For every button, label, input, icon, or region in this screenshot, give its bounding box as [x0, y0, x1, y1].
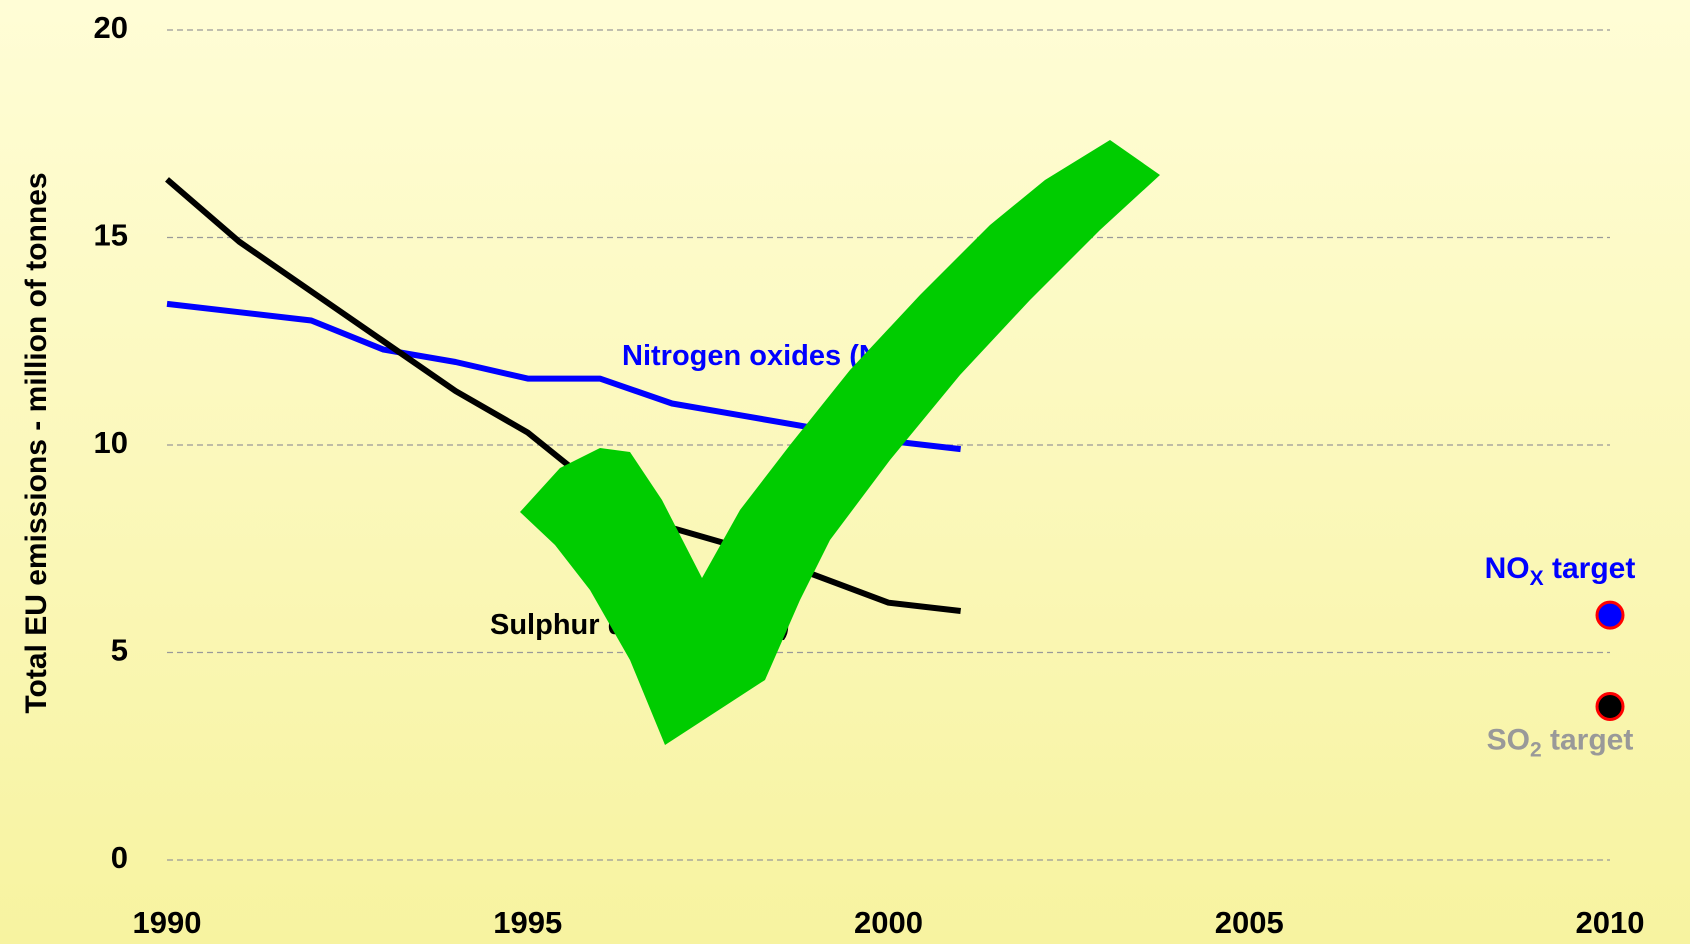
label-part: SO [1487, 723, 1530, 756]
target-label: NOX target [1485, 552, 1636, 590]
label-part: NO [1485, 552, 1530, 585]
checkmark [520, 140, 1160, 745]
x-tick-label: 2005 [1215, 905, 1284, 940]
y-axis-title: Total EU emissions - million of tonnes [20, 172, 53, 713]
subscript: X [1530, 567, 1544, 590]
subscript: 2 [1530, 738, 1542, 761]
y-tick-label: 0 [111, 840, 128, 875]
y-tick-label: 15 [94, 218, 128, 253]
y-tick-label: 5 [111, 633, 128, 668]
x-tick-label: 2010 [1576, 905, 1645, 940]
target-label: SO2 target [1487, 723, 1634, 761]
x-tick-label: 1995 [493, 905, 562, 940]
target-point [1595, 691, 1625, 721]
y-tick-label: 10 [94, 425, 128, 460]
grid: 0 5 10 15 20 1990 1995 2000 2005 2010 [94, 10, 1645, 940]
label-part: target [1544, 552, 1636, 585]
label-part: target [1542, 723, 1634, 756]
y-tick-label: 20 [94, 10, 128, 45]
series-line [165, 177, 961, 614]
x-tick-label: 1990 [133, 905, 202, 940]
target-point [1595, 600, 1625, 630]
x-tick-label: 2000 [854, 905, 923, 940]
